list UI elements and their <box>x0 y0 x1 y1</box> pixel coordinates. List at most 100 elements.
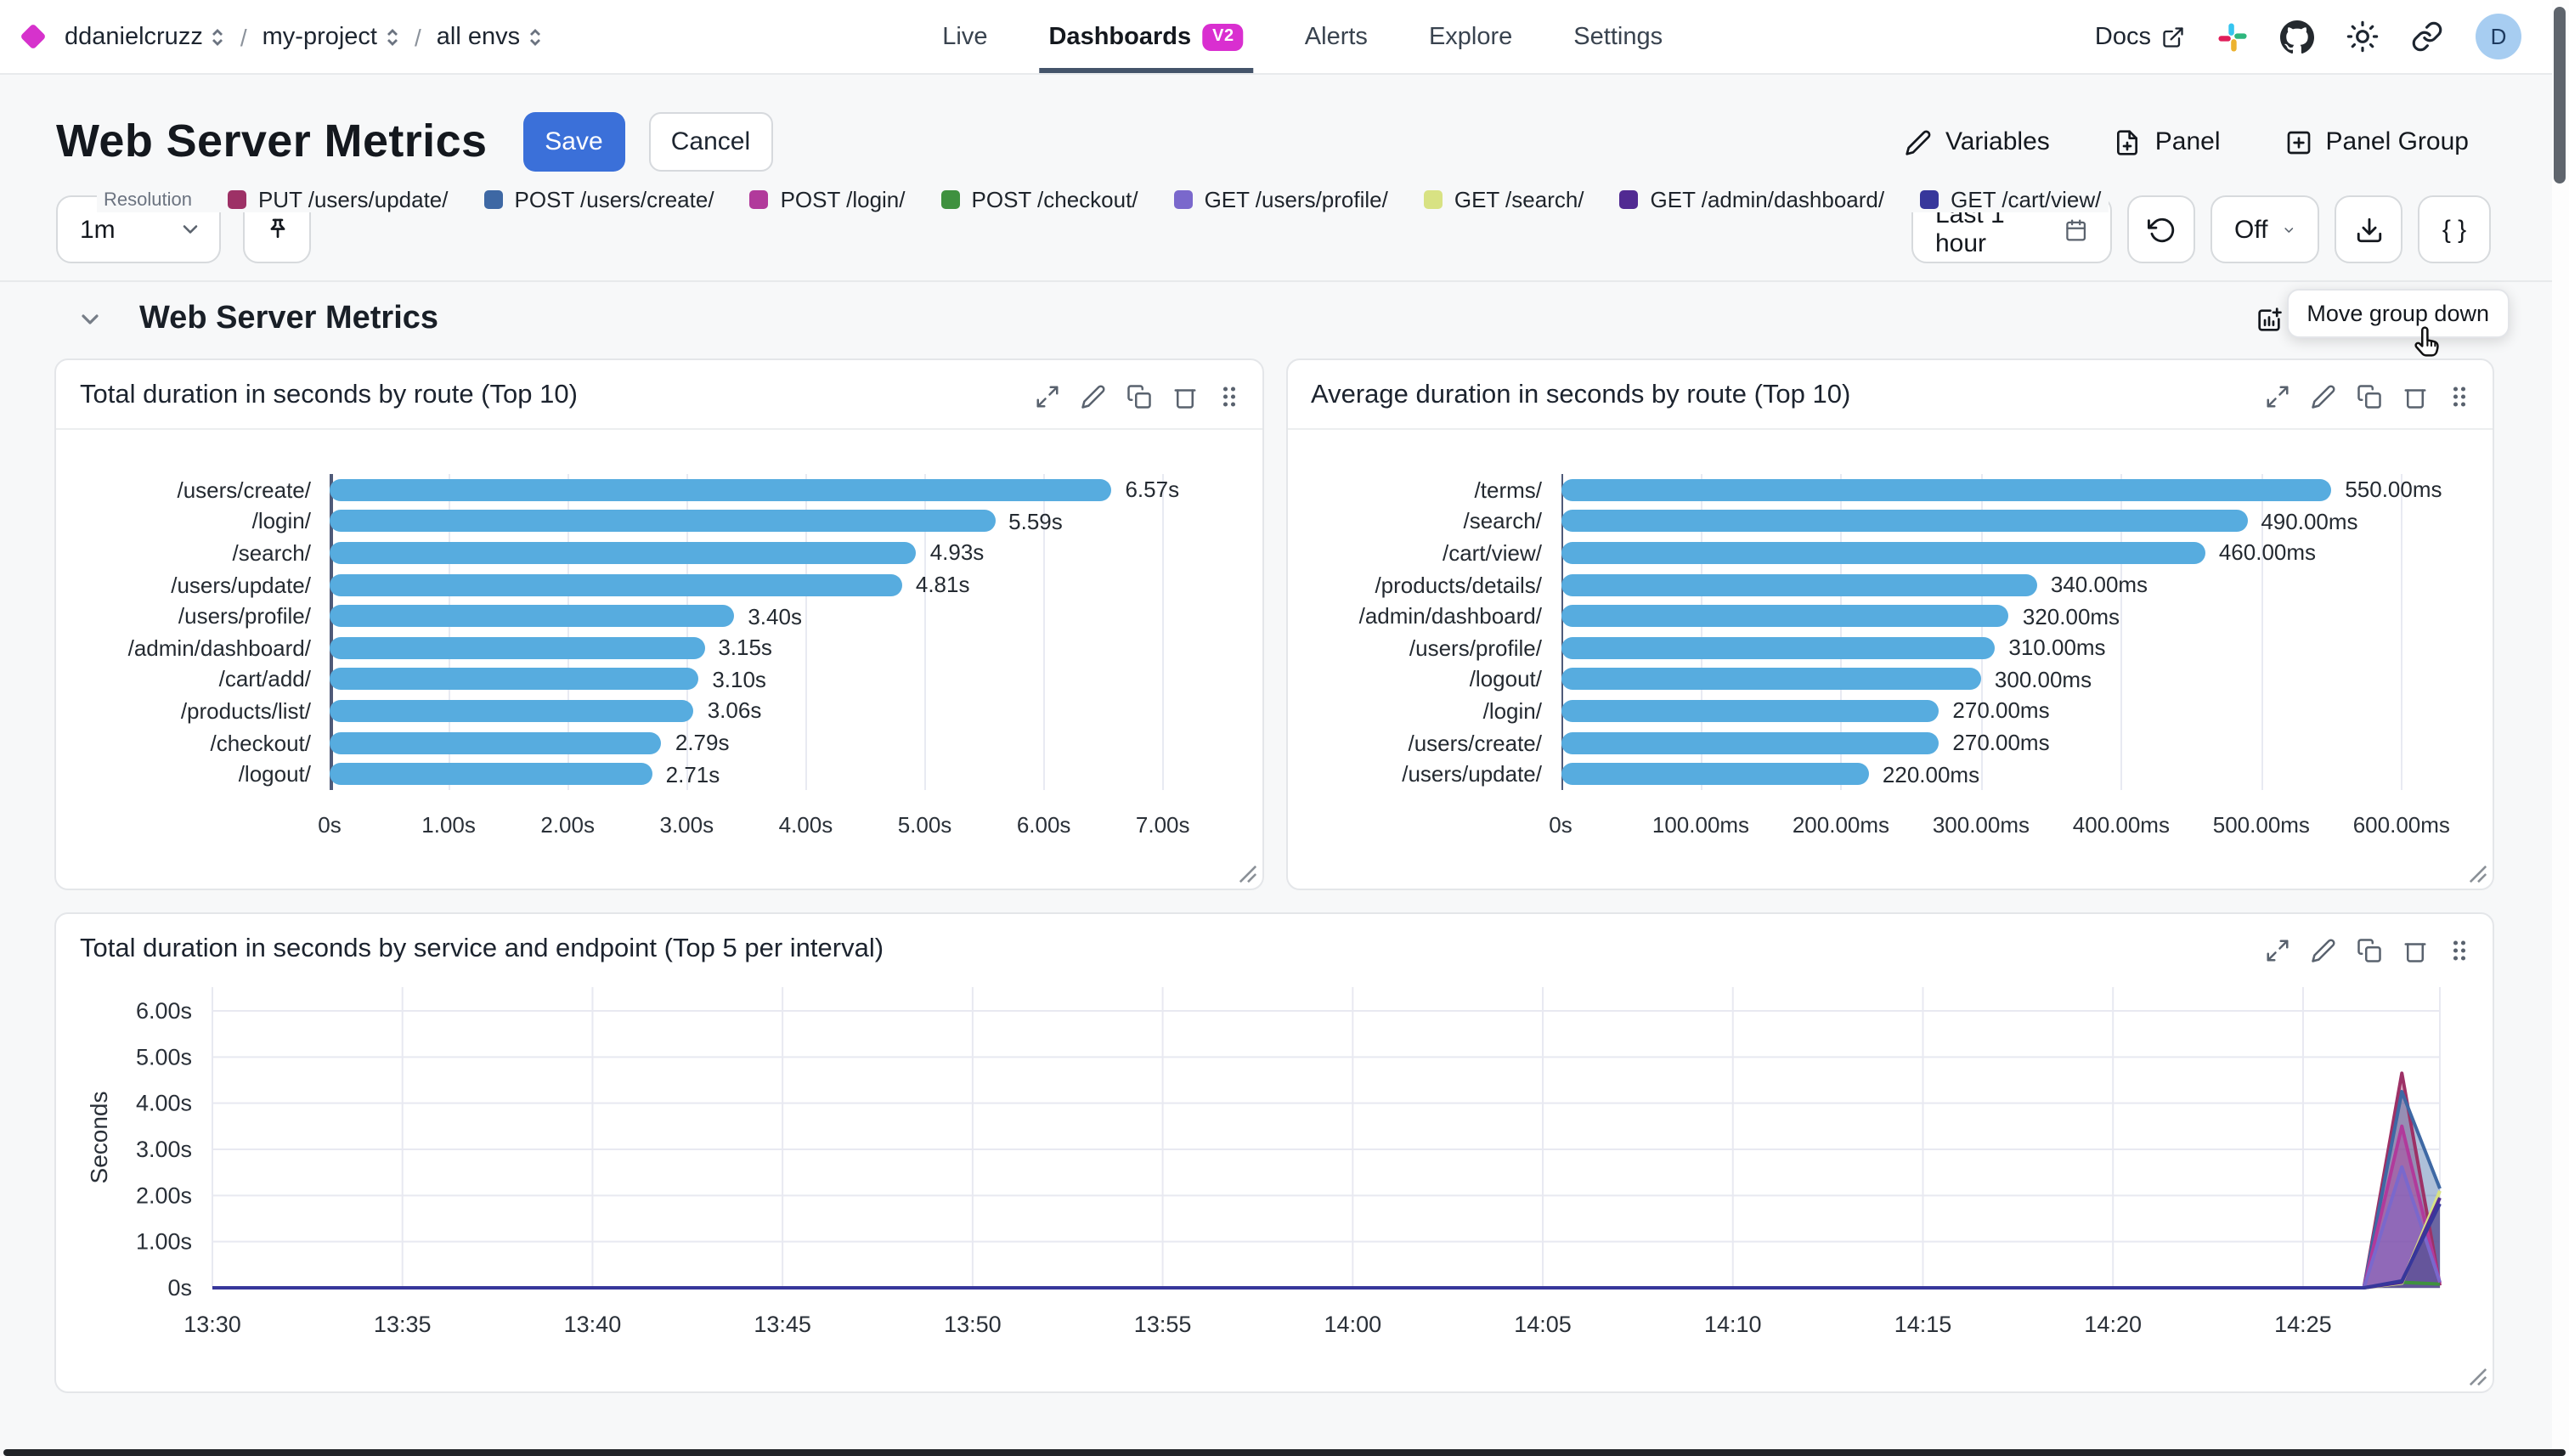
nav-alerts[interactable]: Alerts <box>1305 0 1368 73</box>
delete-panel-button[interactable] <box>2402 383 2428 409</box>
svg-text:Seconds: Seconds <box>86 1092 112 1184</box>
legend-swatch <box>1173 190 1193 209</box>
docs-link[interactable]: Docs <box>2095 23 2185 50</box>
bar-value-label: 2.79s <box>675 730 730 756</box>
bar-category-label: /users/create/ <box>1408 730 1542 756</box>
expand-panel-button[interactable] <box>2265 937 2290 962</box>
resize-corner-icon[interactable] <box>2469 1368 2487 1386</box>
slack-icon[interactable] <box>2217 21 2248 52</box>
edit-panel-button[interactable] <box>1080 383 1105 409</box>
add-panel-button[interactable]: Panel <box>2114 127 2221 156</box>
bar-row: /admin/dashboard/320.00ms <box>1304 601 2469 632</box>
github-icon[interactable] <box>2280 20 2314 54</box>
edit-panel-button[interactable] <box>2311 937 2336 962</box>
nav-live[interactable]: Live <box>942 0 987 73</box>
svg-text:14:20: 14:20 <box>2084 1312 2142 1337</box>
bar[interactable] <box>1561 636 1996 659</box>
bar-value-label: 3.40s <box>748 603 802 629</box>
duplicate-panel-button[interactable] <box>2357 937 2382 962</box>
legend-swatch <box>749 190 769 209</box>
bar[interactable] <box>330 573 902 596</box>
expand-panel-button[interactable] <box>2265 383 2290 409</box>
svg-text:13:50: 13:50 <box>944 1312 1002 1337</box>
breadcrumb-project[interactable]: my-project <box>263 23 399 50</box>
delete-panel-button[interactable] <box>1172 383 1197 409</box>
legend-item[interactable]: GET /users/profile/ <box>1173 187 1388 212</box>
resize-corner-icon[interactable] <box>2469 865 2487 883</box>
variables-button[interactable]: Variables <box>1905 127 2050 156</box>
json-braces-button[interactable]: { } <box>2418 195 2491 263</box>
breadcrumb-env[interactable]: all envs <box>437 23 542 50</box>
scrollbar-thumb[interactable] <box>2554 7 2566 183</box>
duplicate-panel-button[interactable] <box>2357 383 2382 409</box>
resolution-select[interactable]: Resolution PUT /users/update/POST /users/… <box>56 187 2109 263</box>
bar[interactable] <box>330 541 917 564</box>
bar[interactable] <box>1561 763 1869 786</box>
bar[interactable] <box>330 763 652 786</box>
bar-track: 220.00ms <box>1561 761 2469 787</box>
auto-refresh-select[interactable]: Off <box>2210 195 2319 263</box>
bar[interactable] <box>330 636 705 659</box>
add-chart-button[interactable] <box>2255 305 2284 334</box>
bar[interactable] <box>1561 668 1981 691</box>
nav-explore[interactable]: Explore <box>1429 0 1512 73</box>
refresh-button[interactable] <box>2127 195 2195 263</box>
legend-item[interactable]: GET /admin/dashboard/ <box>1619 187 1885 212</box>
legend-label: GET /admin/dashboard/ <box>1650 187 1885 212</box>
legend-item[interactable]: POST /login/ <box>749 187 906 212</box>
share-link-icon[interactable] <box>2411 20 2443 53</box>
bar[interactable] <box>330 510 996 533</box>
group-collapse-chevron-icon[interactable] <box>76 306 104 333</box>
nav-settings[interactable]: Settings <box>1573 0 1663 73</box>
bar-gridlines <box>1561 474 2469 790</box>
cancel-button[interactable]: Cancel <box>648 112 773 172</box>
bar-track: 6.57s <box>330 477 1238 503</box>
legend-item[interactable]: GET /search/ <box>1423 187 1584 212</box>
legend-item[interactable]: GET /cart/view/ <box>1920 187 2101 212</box>
duplicate-panel-button[interactable] <box>1126 383 1151 409</box>
bar-track: 300.00ms <box>1561 667 2469 692</box>
user-avatar[interactable]: D <box>2476 14 2521 59</box>
resize-corner-icon[interactable] <box>1238 865 1256 883</box>
breadcrumb-org[interactable]: ddanielcruzz <box>65 23 225 50</box>
bar[interactable] <box>1561 541 2205 564</box>
bar[interactable] <box>1561 510 2248 533</box>
gridline <box>805 474 808 790</box>
bar[interactable] <box>1561 699 1939 722</box>
scrollbar-track[interactable] <box>2552 0 2569 1456</box>
bar[interactable] <box>1561 573 2037 596</box>
brand-diamond-icon <box>20 23 47 50</box>
bar[interactable] <box>330 731 662 754</box>
edit-panel-button[interactable] <box>2311 383 2336 409</box>
legend-item[interactable]: POST /checkout/ <box>940 187 1138 212</box>
bar[interactable] <box>330 605 735 628</box>
drag-handle[interactable] <box>2448 383 2470 409</box>
bar[interactable] <box>1561 731 1939 754</box>
save-button[interactable]: Save <box>522 112 625 172</box>
legend-swatch <box>1423 190 1443 209</box>
bar[interactable] <box>1561 478 2332 501</box>
add-panel-group-button[interactable]: Panel Group <box>2285 127 2469 156</box>
grip-dots-icon <box>2453 386 2466 406</box>
theme-sun-icon[interactable] <box>2346 20 2379 53</box>
legend-item[interactable]: PUT /users/update/ <box>227 187 449 212</box>
bar[interactable] <box>330 699 694 722</box>
expand-panel-button[interactable] <box>1034 383 1059 409</box>
legend-label: POST /checkout/ <box>971 187 1138 212</box>
bar-value-label: 460.00ms <box>2218 539 2317 566</box>
copy-icon <box>2357 938 2381 962</box>
drag-handle[interactable] <box>2448 937 2470 962</box>
gridline <box>1561 474 1563 790</box>
legend-item[interactable]: POST /users/create/ <box>483 187 714 212</box>
download-button[interactable] <box>2335 195 2402 263</box>
bar[interactable] <box>1561 605 2009 628</box>
bar[interactable] <box>330 668 699 691</box>
panels-row: Total duration in seconds by route (Top … <box>0 348 2569 890</box>
bar[interactable] <box>330 478 1112 501</box>
legend-label: POST /login/ <box>780 187 906 212</box>
legend-label: PUT /users/update/ <box>257 187 449 212</box>
nav-dashboards[interactable]: Dashboards V2 <box>1038 0 1254 73</box>
gridline <box>924 474 927 790</box>
drag-handle[interactable] <box>1217 383 1239 409</box>
delete-panel-button[interactable] <box>2402 937 2428 962</box>
